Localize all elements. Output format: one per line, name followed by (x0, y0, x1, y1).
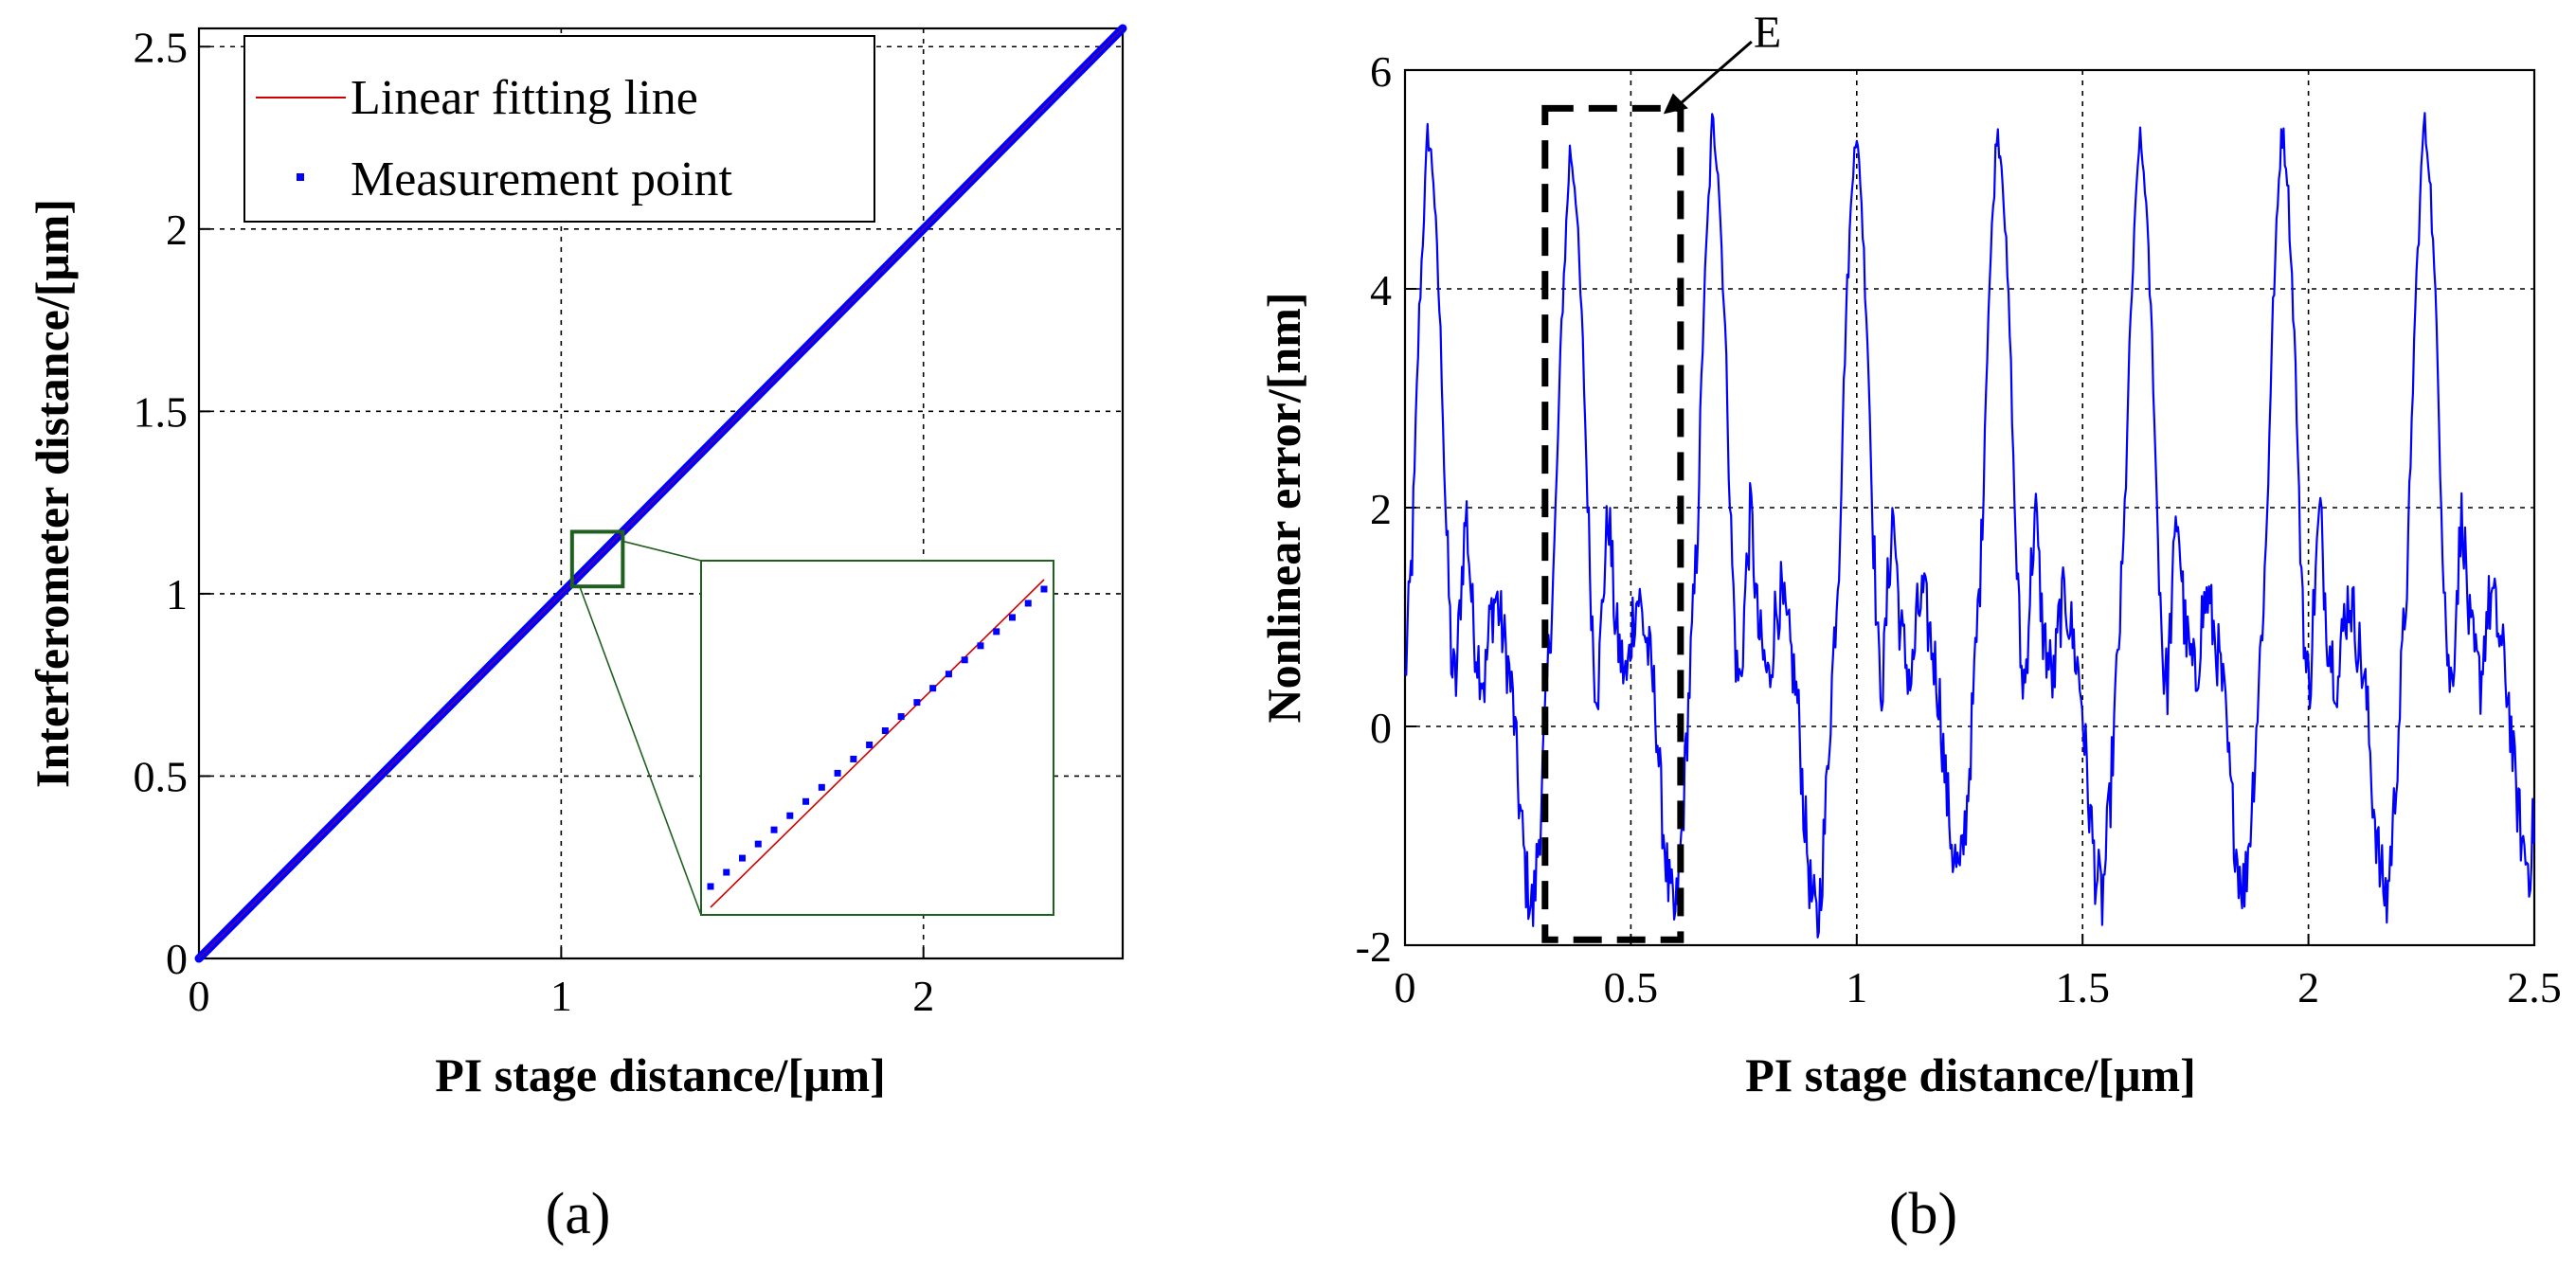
chart-a-legend: Linear fitting line Measurement point (243, 35, 875, 223)
chart-a-xtick-label: 0 (189, 972, 210, 1020)
chart-a-inset-fit-line (710, 579, 1045, 908)
chart-a-xtick-label: 2 (912, 972, 934, 1020)
inset-measurement-point (723, 868, 730, 876)
chart-b-xtick-label: 0 (1395, 963, 1416, 1011)
chart-a-ytick-label: 1.5 (134, 387, 189, 436)
inset-measurement-point (945, 671, 952, 678)
chart-a-xtick-label: 1 (550, 972, 572, 1020)
chart-a-ytick-label: 0.5 (134, 752, 189, 800)
chart-a-zoom-connector-bottom (579, 585, 702, 916)
chart-a-xlabel: PI stage distance/[μm] (435, 1048, 886, 1101)
inset-measurement-point (707, 883, 714, 890)
annotation-e-box (1541, 104, 1684, 943)
inset-measurement-point (1008, 614, 1016, 621)
legend-measurement-swatch (297, 173, 304, 181)
inset-measurement-point (913, 699, 921, 707)
chart-b-ytick-label: 4 (1370, 266, 1392, 314)
inset-measurement-point (818, 783, 825, 791)
chart-b-xlabel: PI stage distance/[μm] (1745, 1048, 2196, 1101)
inset-measurement-point (961, 656, 968, 664)
panel-b-label: (b) (1889, 1182, 1957, 1246)
chart-b-xtick-label: 2 (2297, 963, 2319, 1011)
chart-a-ticks: 0 1 2 0 0.5 1 1.5 2 2.5 (134, 23, 935, 1020)
inset-measurement-point (1040, 585, 1048, 593)
chart-a-ytick-label: 2 (166, 206, 188, 254)
nonlinear-error-line (1403, 112, 2535, 939)
chart-a-inset (700, 560, 1054, 916)
panel-a-label: (a) (546, 1182, 611, 1246)
inset-measurement-point (850, 755, 857, 762)
chart-a-ytick-label: 1 (166, 570, 188, 618)
legend-fit-line-label: Linear fitting line (351, 71, 698, 125)
inset-measurement-point (770, 826, 778, 833)
chart-b-ylabel: Nonlinear error/[nm] (1257, 292, 1310, 723)
chart-a-ytick-label: 2.5 (134, 23, 189, 71)
chart-b-series (1403, 112, 2535, 939)
chart-b-ytick-label: -2 (1356, 922, 1392, 971)
inset-measurement-point (834, 769, 841, 777)
chart-b-xtick-label: 1.5 (2055, 963, 2110, 1011)
inset-measurement-point (802, 797, 810, 805)
chart-b-xtick-label: 2.5 (2507, 963, 2562, 1011)
chart-a-series (194, 24, 1127, 963)
chart-a-ytick-label: 0 (166, 935, 188, 983)
chart-a-axes-frame (197, 27, 1125, 960)
chart-a: 0 1 2 0 0.5 1 1.5 2 2.5 Linear fitting line Meas… (26, 23, 1127, 1246)
inset-measurement-point (1024, 600, 1032, 607)
annotation-e-label: E (1754, 8, 1781, 58)
legend-measurement-label: Measurement point (351, 152, 732, 206)
chart-a-zoom-connector-top (622, 540, 702, 562)
inset-measurement-point (866, 741, 874, 748)
chart-b-xtick-label: 1 (1846, 963, 1867, 1011)
chart-a-ylabel: Interferometer distance/[μm] (26, 199, 79, 788)
inset-measurement-point (786, 812, 794, 819)
inset-measurement-point (929, 685, 937, 692)
chart-b-xtick-label: 0.5 (1604, 963, 1659, 1011)
inset-measurement-point (739, 854, 747, 862)
inset-measurement-point (977, 642, 984, 650)
chart-b-ytick-label: 6 (1370, 47, 1392, 96)
chart-b-grid (1405, 70, 2534, 945)
chart-b-ytick-label: 0 (1370, 704, 1392, 752)
annotation-e-arrowhead (1663, 93, 1688, 115)
inset-measurement-point (993, 628, 1000, 636)
linear-fit-line (198, 27, 1124, 959)
inset-measurement-point (881, 727, 889, 735)
chart-a-legend-box (243, 35, 875, 223)
chart-b-annotation: E (1541, 8, 1781, 943)
chart-b-ytick-label: 2 (1370, 485, 1392, 533)
inset-measurement-point (897, 713, 905, 721)
chart-a-zoom (569, 529, 1054, 916)
annotation-e-arrow (1673, 40, 1753, 110)
chart-a-zoom-box (569, 529, 625, 589)
chart-a-inset-points (707, 585, 1048, 890)
inset-measurement-point (754, 840, 762, 848)
